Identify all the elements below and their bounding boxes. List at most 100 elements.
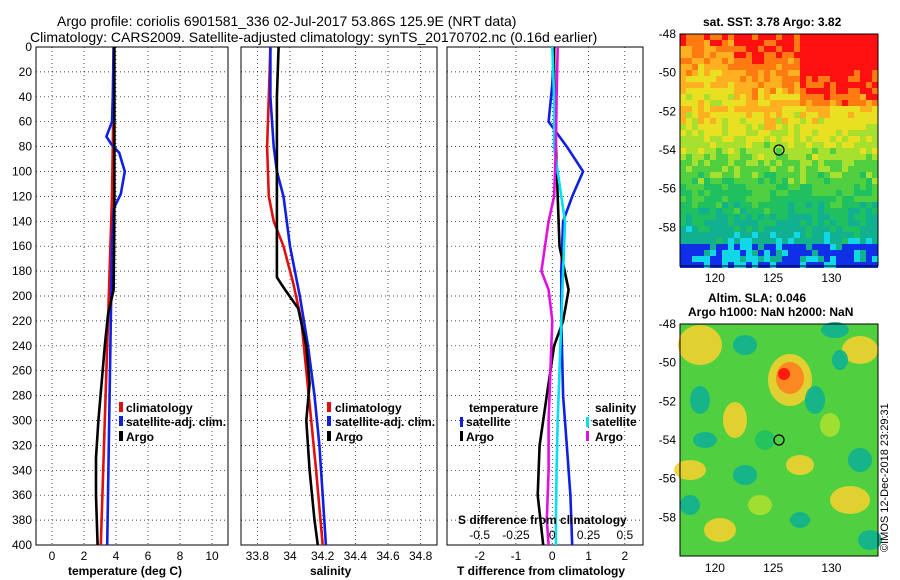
sst-cell	[866, 136, 872, 142]
chart-title-line2: Climatology: CARS2009. Satellite-adjuste…	[30, 29, 597, 45]
sst-cell	[794, 136, 800, 142]
sst-cell	[782, 52, 788, 58]
sst-cell	[788, 142, 794, 148]
sst-cell	[740, 256, 746, 262]
sst-cell	[866, 154, 872, 160]
sst-cell	[698, 178, 704, 184]
sst-cell	[824, 112, 830, 118]
sst-cell	[806, 94, 812, 100]
sst-cell	[710, 34, 716, 40]
map-lat-tick-label: -56	[659, 472, 677, 486]
sst-cell	[698, 46, 704, 52]
sst-cell	[692, 178, 698, 184]
sst-cell	[818, 262, 824, 268]
sst-cell	[782, 262, 788, 268]
sst-cell	[794, 184, 800, 190]
sst-cell	[686, 178, 692, 184]
sst-cell	[848, 160, 854, 166]
sst-cell	[752, 148, 758, 154]
sst-cell	[734, 160, 740, 166]
sst-cell	[704, 238, 710, 244]
sst-cell	[782, 70, 788, 76]
sst-cell	[800, 238, 806, 244]
sst-cell	[758, 46, 764, 52]
sst-cell	[728, 124, 734, 130]
sst-cell	[794, 190, 800, 196]
sst-cell	[800, 58, 806, 64]
sst-cell	[860, 136, 866, 142]
sst-cell	[830, 40, 836, 46]
sst-cell	[728, 58, 734, 64]
sst-cell	[770, 214, 776, 220]
sst-cell	[710, 166, 716, 172]
sst-cell	[734, 124, 740, 130]
sst-cell	[800, 208, 806, 214]
sst-cell	[692, 94, 698, 100]
x-tick-label: 34.4	[344, 549, 368, 563]
sst-cell	[788, 88, 794, 94]
sst-cell	[872, 94, 878, 100]
sst-cell	[710, 202, 716, 208]
sst-cell	[758, 256, 764, 262]
sst-cell	[800, 256, 806, 262]
sst-cell	[866, 40, 872, 46]
sst-cell	[770, 154, 776, 160]
sst-cell	[830, 58, 836, 64]
sst-cell	[872, 40, 878, 46]
sst-cell	[788, 190, 794, 196]
sst-cell	[776, 136, 782, 142]
map-lat-tick-label: -48	[659, 317, 677, 331]
sst-cell	[788, 46, 794, 52]
sst-cell	[842, 148, 848, 154]
sst-cell	[680, 58, 686, 64]
sst-cell	[836, 76, 842, 82]
sst-cell	[722, 220, 728, 226]
sst-cell	[794, 154, 800, 160]
sst-cell	[860, 256, 866, 262]
sst-cell	[698, 70, 704, 76]
sst-cell	[806, 166, 812, 172]
sst-cell	[800, 226, 806, 232]
sst-cell	[854, 136, 860, 142]
sst-cell	[830, 160, 836, 166]
sst-cell	[776, 100, 782, 106]
legend-difference: temperature satellite Argo salinity sate…	[460, 401, 637, 444]
sst-cell	[836, 94, 842, 100]
sst-cell	[746, 64, 752, 70]
sst-cell	[854, 208, 860, 214]
sst-cell	[812, 52, 818, 58]
sst-cell	[698, 160, 704, 166]
sst-cell	[800, 130, 806, 136]
sst-cell	[686, 40, 692, 46]
sst-cell	[686, 226, 692, 232]
depth-tick-label: 340	[12, 463, 32, 477]
sst-cell	[770, 112, 776, 118]
sst-cell	[764, 106, 770, 112]
x-tick-label: 10	[205, 549, 219, 563]
sst-cell	[788, 130, 794, 136]
sst-cell	[692, 148, 698, 154]
sst-cell	[692, 70, 698, 76]
sst-cell	[842, 250, 848, 256]
sst-cell	[734, 202, 740, 208]
sst-cell	[770, 220, 776, 226]
sst-cell	[776, 148, 782, 154]
depth-tick-label: 380	[12, 513, 32, 527]
legend-label-argo: Argo	[126, 430, 154, 444]
sst-cell	[866, 94, 872, 100]
sst-cell	[716, 148, 722, 154]
sst-cell	[824, 100, 830, 106]
sst-cell	[848, 184, 854, 190]
sst-cell	[812, 244, 818, 250]
sst-cell	[842, 40, 848, 46]
sst-cell	[710, 160, 716, 166]
sst-cell	[836, 34, 842, 40]
sst-cell	[848, 82, 854, 88]
sst-cell	[848, 76, 854, 82]
sst-cell	[770, 100, 776, 106]
sst-cell	[734, 142, 740, 148]
sst-cell	[746, 154, 752, 160]
sst-cell	[722, 166, 728, 172]
sst-cell	[710, 64, 716, 70]
sst-cell	[866, 142, 872, 148]
